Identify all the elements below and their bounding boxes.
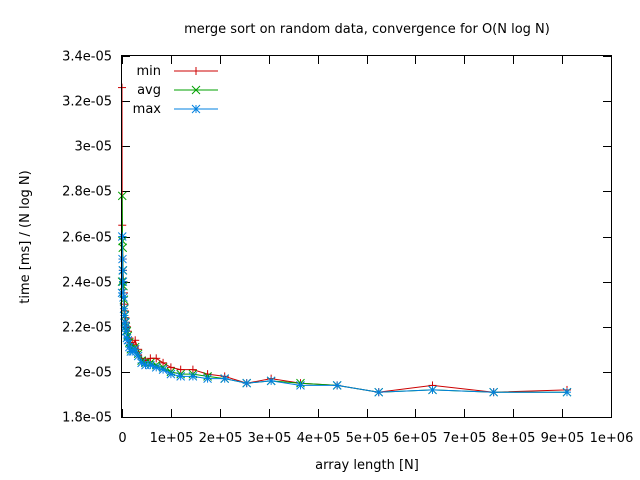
data-point-max <box>166 369 176 379</box>
data-point-max <box>242 378 252 388</box>
x-tick-label: 4e+05 <box>297 431 341 446</box>
series-line-max <box>121 236 567 393</box>
data-point-min <box>176 365 185 374</box>
legend-label-min: min <box>136 64 161 79</box>
legend-marker-max <box>191 104 201 114</box>
data-point-max <box>119 293 128 302</box>
data-point-max <box>158 365 168 374</box>
data-point-min <box>188 365 197 374</box>
x-tick-label: 2e+05 <box>199 431 243 446</box>
y-tick-label: 2e-05 <box>74 366 112 381</box>
series-min <box>118 83 571 397</box>
plot-frame <box>121 55 612 418</box>
legend-marker-min <box>192 67 200 75</box>
legend-label-avg: avg <box>137 83 161 98</box>
x-tick-label: 9e+05 <box>541 431 585 446</box>
data-point-max <box>220 374 230 383</box>
data-point-max <box>489 387 498 397</box>
y-tick-label: 2.2e-05 <box>62 321 112 336</box>
data-point-max <box>562 387 572 397</box>
y-tick-label: 3e-05 <box>74 140 112 155</box>
y-tick-label: 2.8e-05 <box>62 185 112 200</box>
data-point-min <box>166 363 175 372</box>
y-axis-label: time [ms] / (N log N) <box>18 170 33 303</box>
series-avg <box>117 191 572 397</box>
legend-label-max: max <box>133 102 162 117</box>
data-point-min <box>131 336 140 345</box>
y-axis-ticks: 1.8e-05 2e-05 2.2e-05 2.4e-05 2.6e-05 2.8e-05… <box>62 50 611 426</box>
series-max <box>117 232 572 397</box>
data-point-min <box>152 354 161 363</box>
x-tick-label: 6e+05 <box>394 431 438 446</box>
series-line-avg <box>121 195 567 393</box>
data-point-max <box>296 381 305 390</box>
data-point-max <box>176 372 186 381</box>
x-tick-label: 7e+05 <box>443 431 487 446</box>
data-point-max <box>374 387 384 397</box>
legend: min avg max <box>133 64 218 117</box>
x-axis-label: array length [N] <box>315 458 419 473</box>
x-tick-label: 1e+05 <box>150 431 194 446</box>
data-point-max <box>117 232 127 241</box>
y-tick-label: 3.4e-05 <box>62 50 112 65</box>
data-point-max <box>123 335 133 345</box>
data-point-max <box>130 344 140 354</box>
data-point-min <box>159 358 168 367</box>
y-tick-label: 2.4e-05 <box>62 276 112 291</box>
data-point-max <box>428 385 437 395</box>
data-point-max <box>266 376 276 386</box>
data-point-avg <box>117 191 127 201</box>
x-tick-label: 0 <box>118 431 126 446</box>
x-axis-ticks: 0 1e+05 2e+05 3e+05 4e+05 5e+05 6e+05 7e+05 8e+0… <box>118 56 633 446</box>
x-tick-label: 3e+05 <box>248 431 292 446</box>
data-point-max <box>133 351 143 361</box>
data-point-max <box>118 254 127 264</box>
chart-title: merge sort on random data, convergence f… <box>184 22 550 37</box>
data-point-max <box>118 265 128 275</box>
data-point-max <box>151 363 161 372</box>
y-tick-label: 1.8e-05 <box>62 411 112 426</box>
series-layer <box>117 83 572 397</box>
data-point-max <box>188 372 198 381</box>
data-point-max <box>146 360 155 370</box>
data-point-max <box>332 381 342 390</box>
y-tick-label: 3.2e-05 <box>62 95 112 110</box>
series-line-min <box>121 87 568 393</box>
data-point-max <box>118 277 128 286</box>
x-tick-label: 1e+06 <box>590 431 634 446</box>
x-tick-label: 8e+05 <box>492 431 536 446</box>
y-tick-label: 2.6e-05 <box>62 231 112 246</box>
x-tick-label: 5e+05 <box>346 431 390 446</box>
data-point-max <box>203 374 212 383</box>
legend-marker-avg <box>191 85 201 95</box>
